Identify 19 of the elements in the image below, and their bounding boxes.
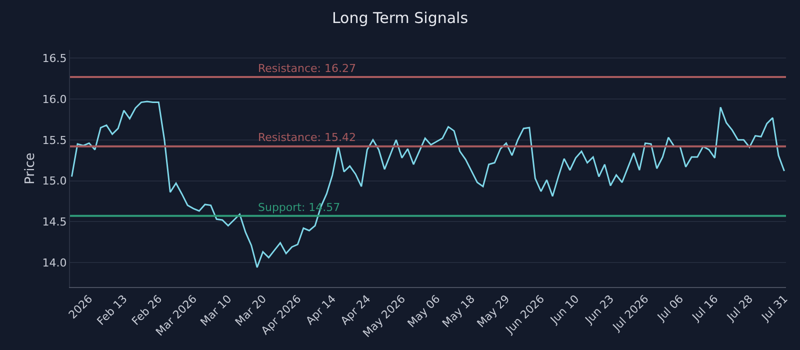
x-tick-label: Jul 28 bbox=[724, 292, 756, 324]
y-tick-label: 14.0 bbox=[42, 256, 67, 270]
x-tick-label: Feb 13 bbox=[94, 292, 130, 328]
x-tick-label: Jul 16 bbox=[689, 292, 721, 324]
x-tick-label: Jun 10 bbox=[547, 292, 582, 327]
y-tick-label: 15.0 bbox=[42, 174, 67, 188]
y-tick-label: 16.5 bbox=[42, 52, 67, 66]
y-axis-title: Price bbox=[23, 152, 38, 184]
y-tick-label: 15.5 bbox=[42, 134, 67, 147]
x-tick-label: Mar 10 bbox=[198, 292, 234, 329]
line-series bbox=[70, 100, 786, 268]
chart-title: Long Term Signals bbox=[332, 8, 468, 27]
ref-line-label: Resistance: 16.27 bbox=[258, 62, 356, 75]
x-tick-label: Apr 14 bbox=[303, 292, 338, 328]
x-tick-label: Jul 06 bbox=[654, 292, 686, 324]
y-tick-label: 16.0 bbox=[42, 92, 67, 106]
y-tick-label: 14.5 bbox=[42, 215, 67, 228]
x-tick-label: Jul 31 bbox=[758, 292, 790, 324]
ref-line-label: Resistance: 15.42 bbox=[258, 131, 356, 144]
